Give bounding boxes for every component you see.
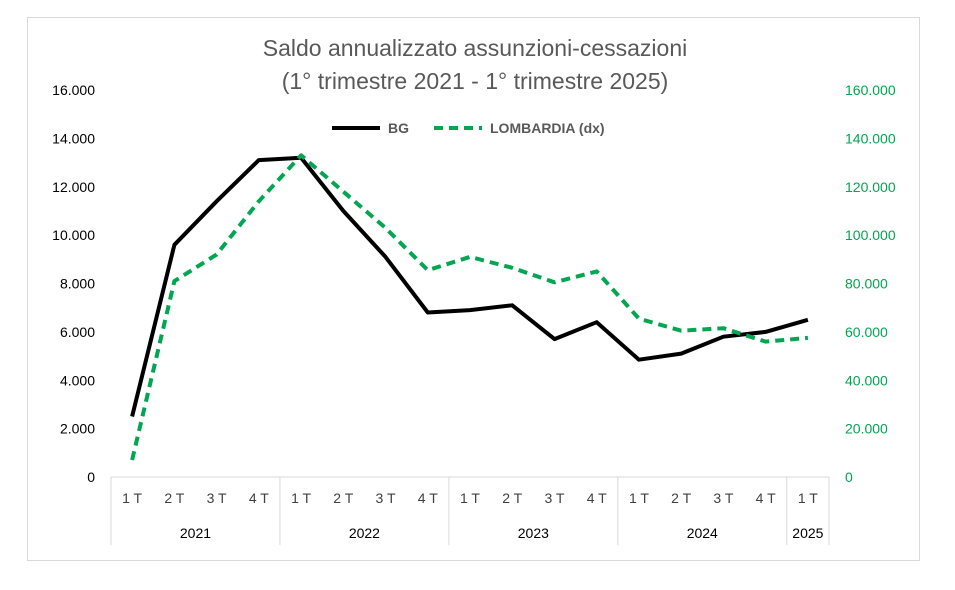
left-tick-label: 10.000: [52, 227, 95, 243]
x-year-label: 2025: [792, 525, 823, 541]
right-tick-label: 60.000: [845, 324, 888, 340]
right-tick-label: 100.000: [845, 227, 896, 243]
left-tick-label: 4.000: [60, 372, 95, 388]
left-tick-label: 14.000: [52, 130, 95, 146]
left-tick-label: 8.000: [60, 276, 95, 292]
legend-bg-label: BG: [388, 120, 409, 136]
x-year-label: 2021: [180, 525, 211, 541]
chart-title: Saldo annualizzato assunzioni-cessazioni: [263, 35, 687, 61]
x-category-label: 1 T: [122, 490, 142, 506]
legend-lombardia-label: LOMBARDIA (dx): [490, 120, 605, 136]
x-axis: 1 T 2 T 3 T 4 T 1 T 2 T 3 T 4 T 1 T 2 T 3 T 4 T 1 T 2…: [110, 476, 830, 545]
right-tick-label: 20.000: [845, 421, 888, 437]
left-tick-label: 16.000: [52, 82, 95, 98]
x-category-label: 4 T: [587, 490, 607, 506]
x-category-label: 1 T: [460, 490, 480, 506]
x-category-label: 3 T: [207, 490, 227, 506]
x-category-label: 1 T: [629, 490, 649, 506]
x-category-label: 3 T: [713, 490, 733, 506]
x-category-label: 2 T: [164, 490, 184, 506]
series-line-bg: [130, 155, 809, 417]
series-line-lombardia: [130, 153, 809, 461]
right-tick-label: 160.000: [845, 82, 896, 98]
right-axis: 0 20.000 40.000 60.000 80.000 100.000 120.000 1…: [845, 82, 896, 485]
x-category-label: 2 T: [333, 490, 353, 506]
left-tick-label: 12.000: [52, 179, 95, 195]
right-tick-label: 40.000: [845, 372, 888, 388]
x-category-label: 4 T: [249, 490, 269, 506]
x-category-label: 4 T: [756, 490, 776, 506]
x-category-label: 2 T: [502, 490, 522, 506]
x-category-label: 4 T: [418, 490, 438, 506]
left-tick-label: 6.000: [60, 324, 95, 340]
left-tick-label: 0: [87, 469, 95, 485]
right-tick-label: 120.000: [845, 179, 896, 195]
right-tick-label: 140.000: [845, 130, 896, 146]
x-category-label: 1 T: [291, 490, 311, 506]
right-tick-label: 0: [845, 469, 853, 485]
x-category-label: 2 T: [671, 490, 691, 506]
x-category-label: 3 T: [544, 490, 564, 506]
chart-subtitle: (1° trimestre 2021 - 1° trimestre 2025): [282, 68, 669, 94]
x-category-label: 1 T: [798, 490, 818, 506]
x-category-label: 3 T: [376, 490, 396, 506]
right-tick-label: 80.000: [845, 276, 888, 292]
left-tick-label: 2.000: [60, 421, 95, 437]
x-year-label: 2024: [687, 525, 718, 541]
left-axis: 0 2.000 4.000 6.000 8.000 10.000 12.000 14.000 1…: [52, 82, 95, 485]
x-year-label: 2022: [349, 525, 380, 541]
x-year-label: 2023: [518, 525, 549, 541]
chart-frame: [27, 17, 920, 561]
legend: BG LOMBARDIA (dx): [332, 120, 605, 136]
series-layer: [130, 153, 809, 461]
